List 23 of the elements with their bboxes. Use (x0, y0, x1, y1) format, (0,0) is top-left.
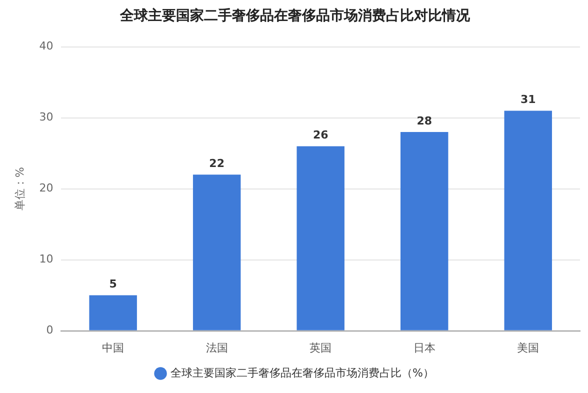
legend-label: 全球主要国家二手奢侈品在奢侈品市场消费占比（%） (170, 366, 434, 380)
y-tick-label: 40 (39, 40, 54, 53)
bar (89, 295, 137, 330)
y-tick-label: 20 (39, 182, 54, 195)
bar (400, 132, 448, 330)
data-label: 26 (312, 128, 329, 142)
x-tick-label: 日本 (413, 341, 436, 354)
y-tick-label: 10 (39, 252, 54, 266)
chart-title: 全球主要国家二手奢侈品在奢侈品市场消费占比对比情况 (119, 7, 471, 24)
x-tick-label: 英国 (310, 341, 332, 354)
bar (192, 174, 241, 330)
y-axis-title: 单位：% (13, 167, 26, 211)
data-label: 22 (209, 156, 224, 170)
data-label: 31 (520, 93, 536, 106)
x-tick-label: 美国 (517, 341, 540, 354)
data-label: 28 (416, 114, 432, 128)
data-label: 5 (109, 278, 117, 291)
y-tick-label: 0 (46, 324, 54, 337)
x-tick-label: 中国 (102, 341, 124, 354)
x-tick-label: 法国 (206, 341, 228, 354)
y-tick-label: 30 (39, 110, 54, 124)
bar (504, 110, 552, 330)
bar (296, 146, 344, 330)
